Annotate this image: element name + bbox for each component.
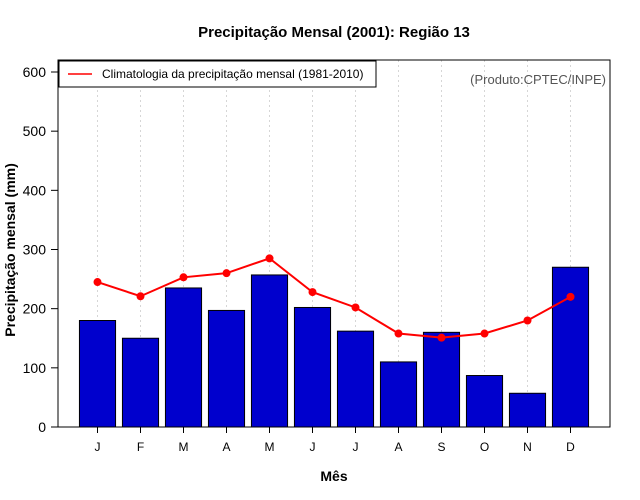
bar-month-2 [121, 337, 160, 428]
y-axis: 0 100 200 300 400 500 600 [23, 64, 59, 435]
bar-month-9 [422, 331, 461, 428]
bar-month-6 [293, 306, 332, 428]
x-tick-label-11: N [523, 440, 532, 454]
y-tick-label-500: 500 [23, 123, 47, 139]
climatology-line-group [93, 254, 575, 342]
climatology-point-1 [93, 278, 102, 287]
legend-box [58, 60, 377, 88]
climatology-point-10 [480, 329, 489, 338]
climatology-point-7 [351, 303, 360, 312]
source-annotation: (Produto:CPTEC/INPE) [470, 72, 606, 87]
x-tick-label-7: J [353, 440, 359, 454]
bars-group [78, 266, 590, 428]
bar-month-3 [164, 287, 203, 428]
bar-month-12 [551, 266, 590, 428]
bar-month-1 [78, 320, 117, 428]
climatology-point-9 [437, 333, 446, 342]
climatology-point-6 [308, 288, 317, 297]
legend-entry-climatology: Climatologia da precipitação mensal (198… [102, 67, 363, 81]
bar-month-5 [250, 274, 289, 428]
x-tick-label-10: O [480, 440, 489, 454]
chart-title: Precipitação Mensal (2001): Região 13 [198, 24, 470, 41]
bar-month-11 [508, 392, 547, 428]
climatology-point-12 [566, 292, 575, 301]
y-tick-label-0: 0 [38, 419, 46, 435]
x-tick-label-5: M [265, 440, 275, 454]
climatology-point-8 [394, 329, 403, 338]
bar-month-4 [207, 309, 246, 428]
y-tick-label-200: 200 [23, 301, 47, 317]
x-tick-label-3: M [179, 440, 189, 454]
x-tick-label-6: J [310, 440, 316, 454]
x-tick-label-2: F [137, 440, 144, 454]
y-tick-label-400: 400 [23, 182, 47, 198]
climatology-point-11 [523, 316, 532, 325]
climatology-point-2 [136, 292, 145, 301]
climatology-point-4 [222, 269, 231, 278]
bar-month-10 [465, 375, 504, 428]
x-tick-label-8: A [394, 440, 402, 454]
x-tick-label-12: D [566, 440, 575, 454]
legend: Climatologia da precipitação mensal (198… [58, 60, 377, 88]
climatology-point-5 [265, 254, 274, 263]
y-axis-label: Precipitação mensal (mm) [2, 163, 18, 337]
climatology-line [97, 257, 571, 339]
x-tick-label-1: J [95, 440, 101, 454]
x-tick-label-9: S [437, 440, 445, 454]
x-tick-label-4: A [222, 440, 230, 454]
y-tick-label-300: 300 [23, 242, 47, 258]
bar-month-7 [336, 330, 375, 428]
climatology-point-3 [179, 273, 188, 282]
x-axis-label: Mês [320, 468, 347, 484]
y-tick-label-100: 100 [23, 360, 47, 376]
bar-month-8 [379, 361, 418, 428]
y-tick-label-600: 600 [23, 64, 47, 80]
